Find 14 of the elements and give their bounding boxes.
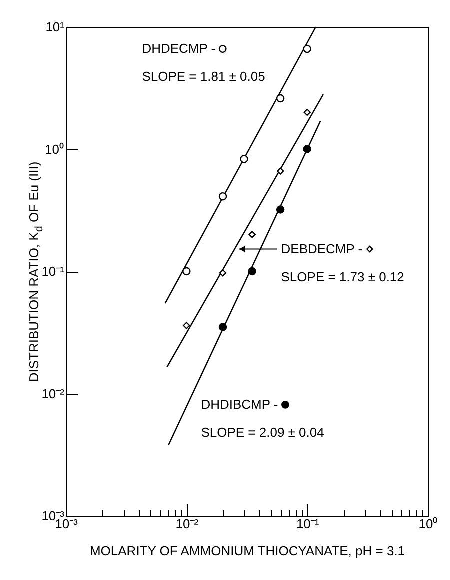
legend-label: DHDECMP - xyxy=(142,41,216,56)
annotation: SLOPE = 2.09 ± 0.04 xyxy=(201,424,324,440)
annotation: SLOPE = 1.81 ± 0.05 xyxy=(142,69,266,84)
annotation: SLOPE = 1.73 ± 0.12 xyxy=(281,269,404,284)
y-tick-label: 10¹ xyxy=(46,20,66,34)
x-axis-title: MOLARITY OF AMMONIUM THIOCYANATE, pH = 3.1 xyxy=(90,544,406,558)
y-tick-label: 10⁰ xyxy=(45,142,64,157)
legend-label: DEBDECMP - xyxy=(281,241,363,256)
x-tick-label: 10⁻² xyxy=(176,516,200,532)
y-tick-label: 10⁻¹ xyxy=(42,264,66,279)
x-tick-label: 10⁻¹ xyxy=(296,516,320,532)
y-tick-label: 10⁻² xyxy=(42,386,66,402)
x-tick-label: 10⁰ xyxy=(418,516,438,532)
legend-label: DHDIBCMP - xyxy=(201,396,278,412)
